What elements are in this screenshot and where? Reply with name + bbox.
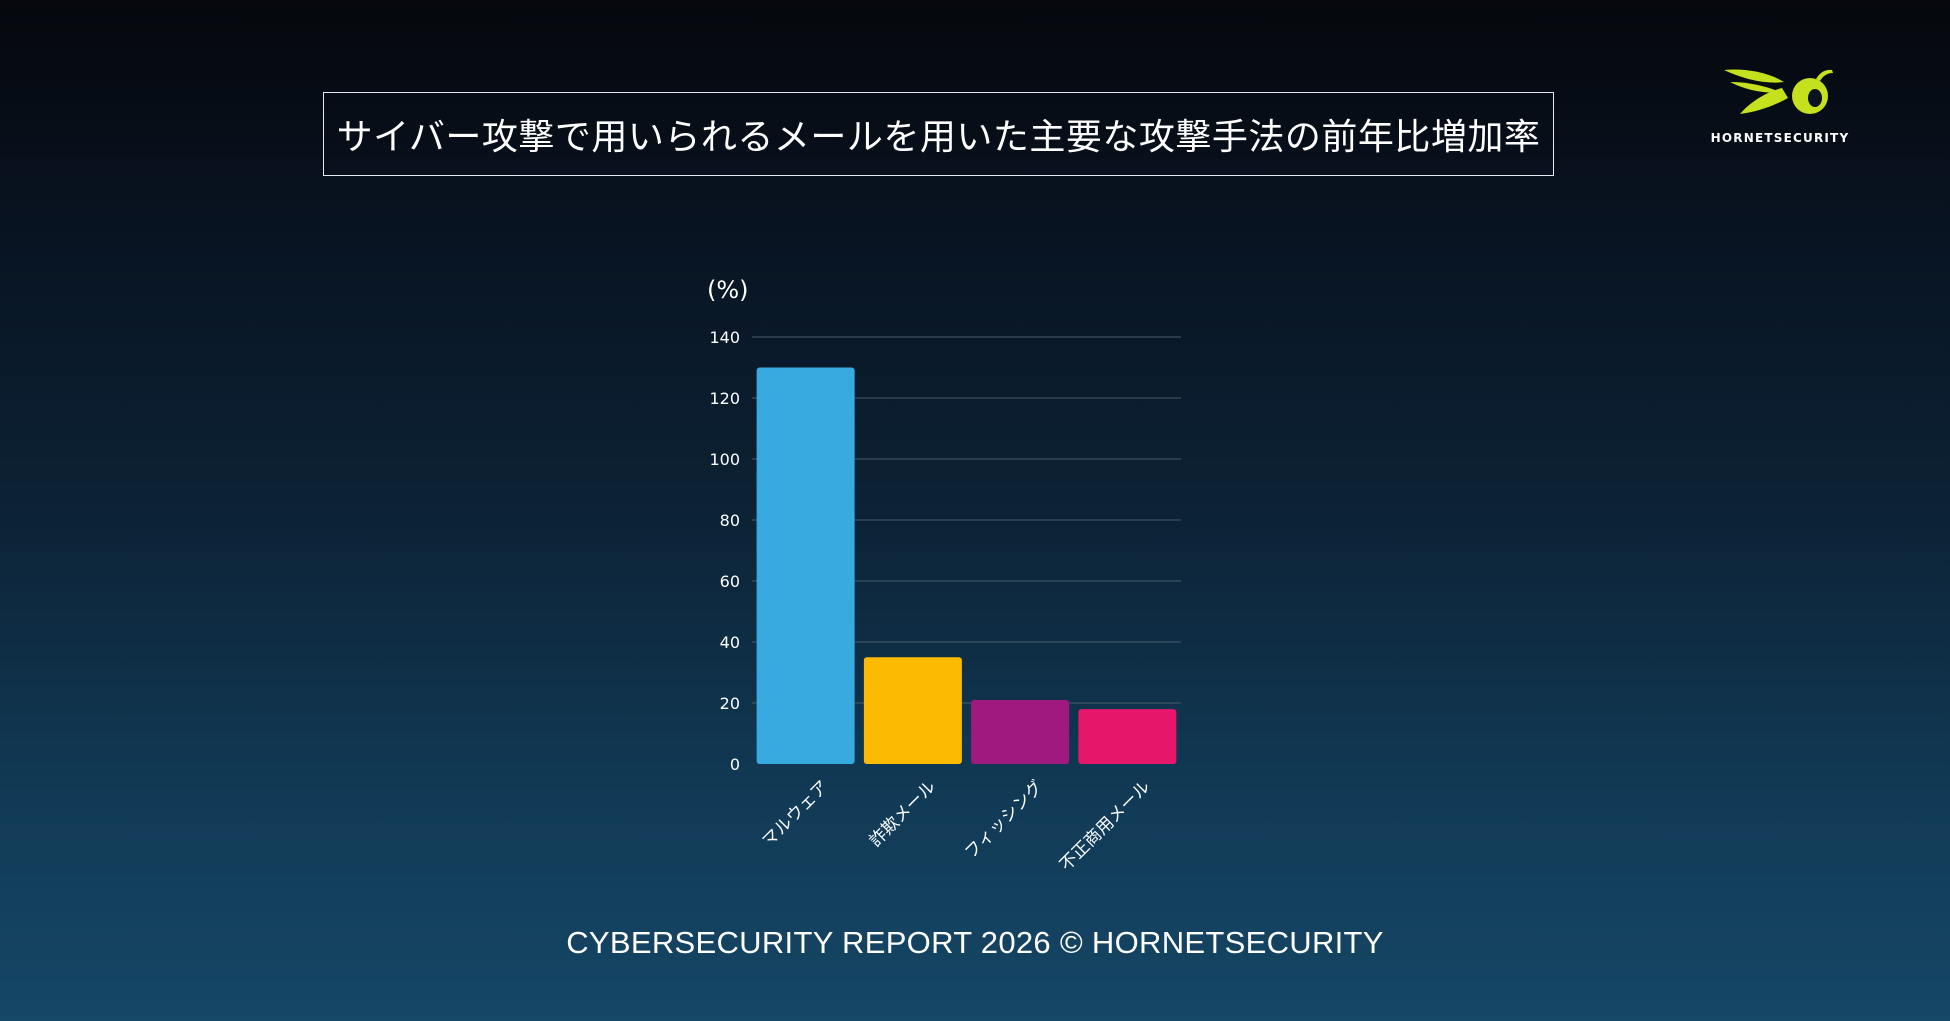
y-tick-label: 20 xyxy=(720,694,740,713)
footer-copyright: CYBERSECURITY REPORT 2026 © HORNETSECURI… xyxy=(566,925,1384,960)
y-axis-label: (%) xyxy=(707,276,749,304)
y-tick-label: 0 xyxy=(730,755,740,774)
logo-wordmark: HORNETSECURITY xyxy=(1710,131,1850,145)
x-tick-label: フィッシング xyxy=(961,777,1047,863)
y-tick-label: 80 xyxy=(720,511,740,530)
y-tick-label: 100 xyxy=(709,450,740,469)
bar-3 xyxy=(971,699,1070,764)
bar-4 xyxy=(1078,709,1177,764)
y-tick-label: 40 xyxy=(720,633,740,652)
x-tick-label: 不正商用メール xyxy=(1056,777,1154,875)
y-tick-label: 140 xyxy=(709,328,740,347)
x-tick-label: 詐欺メール xyxy=(866,777,940,851)
x-tick-label: マルウェア xyxy=(758,777,832,851)
title-box: サイバー攻撃で用いられるメールを用いた主要な攻撃手法の前年比増加率 xyxy=(323,92,1554,176)
hornet-icon xyxy=(1724,69,1833,114)
y-tick-label: 120 xyxy=(709,389,740,408)
bar-2 xyxy=(863,657,962,764)
hornetsecurity-logo: HORNETSECURITY xyxy=(1700,66,1860,156)
page-title: サイバー攻撃で用いられるメールを用いた主要な攻撃手法の前年比増加率 xyxy=(336,117,1541,158)
bar-1 xyxy=(756,367,855,764)
y-tick-label: 60 xyxy=(720,572,740,591)
